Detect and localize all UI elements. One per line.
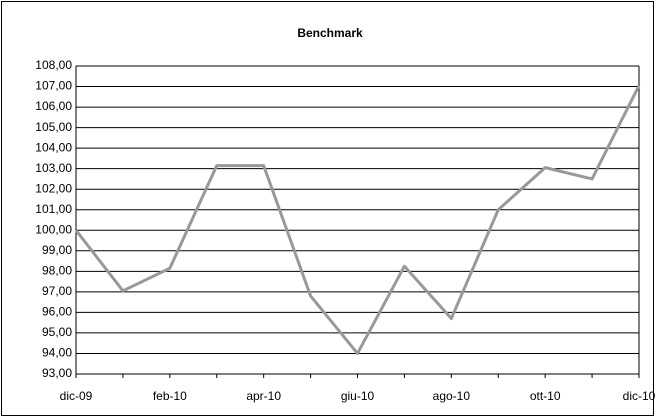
y-tick-label: 106,00	[35, 99, 72, 113]
y-tick-label: 102,00	[35, 181, 72, 195]
y-tick-label: 100,00	[35, 222, 72, 236]
x-tick-label: dic-10	[623, 389, 656, 403]
y-tick-label: 96,00	[42, 305, 72, 319]
y-tick-label: 99,00	[42, 243, 72, 257]
y-tick-label: 95,00	[42, 325, 72, 339]
y-tick-label: 108,00	[35, 58, 72, 72]
line-series	[74, 84, 641, 355]
y-tick-label: 104,00	[35, 140, 72, 154]
y-tick-label: 103,00	[35, 161, 72, 175]
x-tick-label: apr-10	[246, 389, 281, 403]
x-tick-label: dic-09	[60, 389, 93, 403]
y-tick-label: 98,00	[42, 264, 72, 278]
x-tick-label: ott-10	[530, 389, 561, 403]
x-tick-label: giu-10	[341, 389, 375, 403]
y-tick-label: 97,00	[42, 284, 72, 298]
y-tick-label: 93,00	[42, 366, 72, 380]
y-tick-label: 107,00	[35, 79, 72, 93]
x-tick-label: feb-10	[153, 389, 187, 403]
y-tick-label: 105,00	[35, 120, 72, 134]
chart-title: Benchmark	[297, 26, 363, 40]
y-tick-label: 94,00	[42, 346, 72, 360]
x-tick-label: ago-10	[433, 389, 471, 403]
y-tick-label: 101,00	[35, 202, 72, 216]
